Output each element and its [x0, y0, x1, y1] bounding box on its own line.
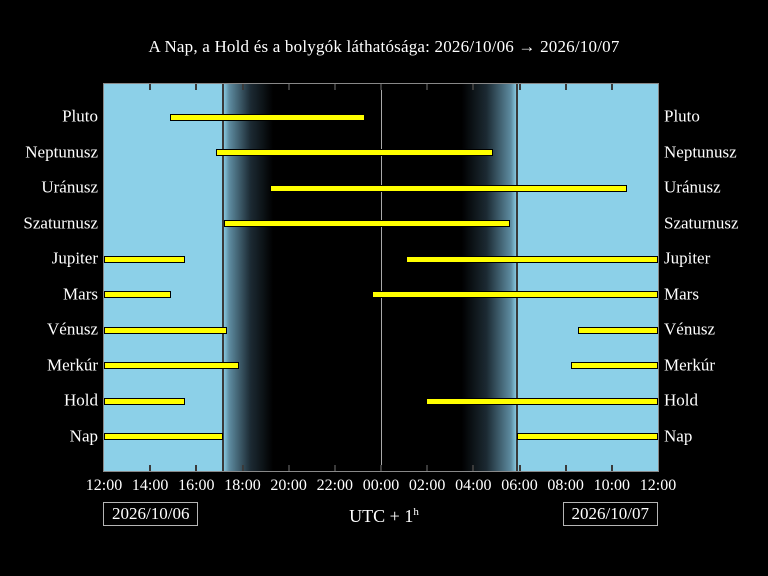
axis-tick-top [564, 84, 567, 90]
date-box-start: 2026/10/06 [103, 502, 199, 526]
axis-tick-bottom [564, 465, 567, 471]
planet-label-right-vénusz: Vénusz [664, 319, 715, 339]
planet-label-left-szaturnusz: Szaturnusz [23, 213, 98, 233]
timezone-text: UTC + 1 [349, 506, 414, 526]
timezone-label: UTC + 1h [0, 506, 768, 527]
planet-label-right-szaturnusz: Szaturnusz [664, 213, 739, 233]
axis-tick-bottom [241, 465, 244, 471]
visibility-bar-mars-0 [104, 291, 171, 299]
axis-tick-bottom [287, 465, 290, 471]
axis-tick-label-4: 20:00 [270, 477, 307, 494]
planet-label-left-neptunusz: Neptunusz [25, 142, 98, 162]
axis-tick-label-6: 00:00 [362, 477, 400, 494]
axis-tick-label-5: 22:00 [316, 477, 354, 494]
axis-tick-bottom [333, 465, 336, 471]
axis-tick-label-2: 16:00 [178, 477, 215, 494]
axis-tick-label-8: 04:00 [455, 477, 492, 494]
planet-label-right-jupiter: Jupiter [664, 248, 711, 268]
axis-tick-top [333, 84, 336, 90]
axis-tick-label-1: 14:00 [131, 477, 169, 494]
planet-label-left-vénusz: Vénusz [47, 319, 98, 339]
planet-label-right-nap: Nap [664, 426, 693, 446]
axis-tick-label-3: 18:00 [224, 477, 261, 494]
axis-tick-bottom [195, 465, 198, 471]
planet-label-left-mars: Mars [63, 284, 98, 304]
axis-tick-label-12: 12:00 [639, 477, 677, 494]
visibility-bar-vénusz-1 [577, 326, 658, 334]
visibility-bar-hold-1 [426, 397, 658, 405]
visibility-bar-mars-1 [371, 291, 658, 299]
planet-label-left-nap: Nap [69, 426, 98, 446]
axis-tick-label-0: 12:00 [85, 477, 123, 494]
planet-label-right-merkúr: Merkúr [664, 355, 715, 375]
visibility-bar-jupiter-0 [104, 255, 186, 263]
visibility-bar-neptunusz-0 [215, 149, 493, 157]
plot-area [103, 83, 659, 472]
midnight-line [380, 84, 382, 471]
planet-label-right-neptunusz: Neptunusz [664, 142, 737, 162]
sunrise-line [515, 84, 518, 471]
axis-tick-label-11: 10:00 [593, 477, 631, 494]
axis-tick-bottom [380, 465, 382, 471]
axis-tick-bottom [610, 465, 613, 471]
date-box-end: 2026/10/07 [562, 502, 658, 526]
axis-tick-top [472, 84, 475, 90]
planet-label-left-pluto: Pluto [62, 106, 98, 126]
visibility-bar-pluto-0 [170, 113, 366, 121]
axis-tick-bottom [426, 465, 429, 471]
visibility-bar-szaturnusz-0 [224, 220, 511, 228]
axis-tick-top [287, 84, 290, 90]
timezone-superscript: h [413, 506, 419, 518]
axis-tick-bottom [472, 465, 475, 471]
visibility-bar-hold-0 [104, 397, 186, 405]
axis-tick-label-10: 08:00 [547, 477, 584, 494]
planet-label-right-hold: Hold [664, 390, 698, 410]
visibility-bar-uránusz-0 [269, 184, 628, 192]
planet-label-left-jupiter: Jupiter [51, 248, 98, 268]
visibility-bar-nap-0 [104, 433, 224, 441]
axis-tick-top [518, 84, 521, 90]
planet-label-left-merkúr: Merkúr [47, 355, 98, 375]
axis-tick-bottom [518, 465, 521, 471]
axis-tick-label-7: 02:00 [408, 477, 446, 494]
chart-title: A Nap, a Hold és a bolygók láthatósága: … [148, 37, 620, 56]
axis-tick-top [426, 84, 429, 90]
planet-label-right-pluto: Pluto [664, 106, 700, 126]
visibility-bar-nap-1 [516, 433, 658, 441]
planet-label-right-mars: Mars [664, 284, 699, 304]
axis-tick-top [195, 84, 198, 90]
axis-tick-top [149, 84, 152, 90]
axis-tick-top [241, 84, 244, 90]
visibility-bar-jupiter-1 [405, 255, 658, 263]
sunset-line [222, 84, 225, 471]
visibility-bar-merkúr-0 [104, 362, 240, 370]
planet-label-right-uránusz: Uránusz [664, 177, 721, 197]
planet-label-left-hold: Hold [64, 390, 98, 410]
visibility-bar-merkúr-1 [570, 362, 658, 370]
axis-tick-bottom [149, 465, 152, 471]
axis-tick-top [610, 84, 613, 90]
planet-label-left-uránusz: Uránusz [41, 177, 98, 197]
visibility-bar-vénusz-0 [104, 326, 228, 334]
axis-tick-label-9: 06:00 [501, 477, 538, 494]
axis-tick-top [380, 84, 382, 90]
